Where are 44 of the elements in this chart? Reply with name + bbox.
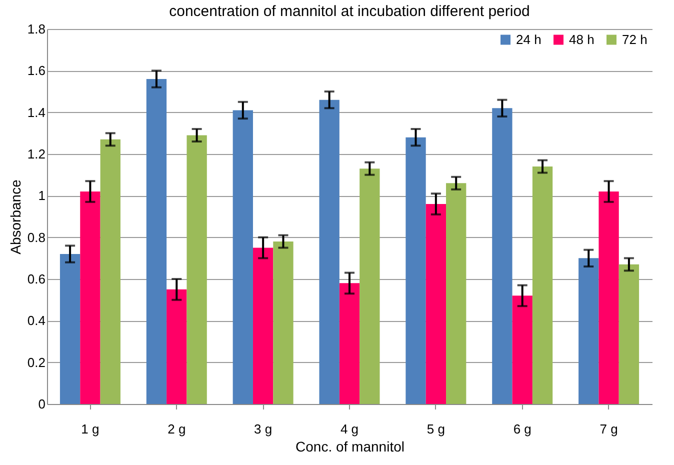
y-tick-label: 1: [38, 188, 46, 204]
bar: [426, 204, 446, 404]
y-tick-label: 0.4: [27, 313, 46, 328]
bar: [492, 108, 512, 404]
x-tick-label: 1 g: [81, 422, 100, 436]
y-tick-label: 1.2: [27, 146, 46, 162]
bar: [618, 264, 640, 404]
bar: [406, 137, 426, 404]
x-axis-title: Conc. of mannitol: [296, 438, 404, 454]
bar: [446, 183, 466, 404]
bar: [60, 254, 80, 404]
y-tick-label: 0.6: [27, 272, 46, 286]
bar: [252, 248, 274, 404]
y-tick-label: 1.4: [27, 104, 46, 120]
y-tick-label: 1.8: [27, 22, 46, 36]
bar: [186, 135, 207, 404]
bar: [512, 296, 532, 404]
bar: [100, 139, 120, 404]
bar: [339, 283, 360, 404]
x-tick-label: 2 g: [168, 422, 186, 436]
legend-label: 72 h: [622, 32, 648, 47]
legend-label: 24 h: [516, 32, 542, 47]
y-tick-label: 0.8: [27, 230, 46, 245]
y-tick-label: 0: [38, 396, 46, 412]
x-tick-label: 4 g: [340, 422, 359, 436]
bar: [232, 110, 253, 404]
y-axis-title: Absorbance: [7, 179, 24, 254]
x-tick-label: 6 g: [513, 422, 532, 436]
x-tick-label: 3 g: [254, 422, 272, 436]
bar: [578, 258, 599, 404]
y-tick-label: 1.6: [27, 63, 46, 78]
bar: [360, 168, 380, 404]
bar: [319, 100, 340, 404]
bar: [273, 242, 294, 404]
legend-label: 48 h: [569, 32, 594, 47]
bar: [146, 79, 167, 404]
x-tick-label: 7 g: [600, 422, 618, 436]
chart-title: concentration of mannitol at incubation different period: [169, 3, 530, 20]
bar: [166, 289, 187, 404]
bar: [598, 192, 619, 404]
x-tick-label: 5 g: [426, 422, 445, 436]
bar: [532, 166, 553, 404]
y-tick-label: 0.2: [27, 354, 46, 370]
bar: [80, 192, 100, 404]
